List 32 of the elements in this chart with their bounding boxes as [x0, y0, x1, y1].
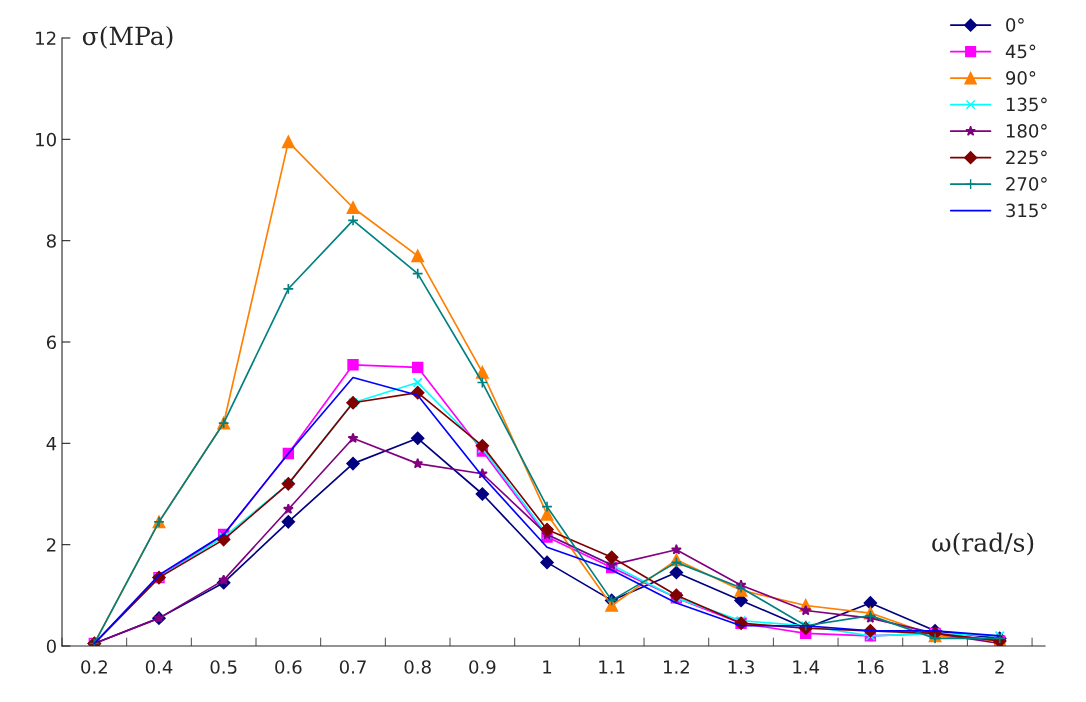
y-axis-title: σ(MPa)	[82, 25, 173, 49]
legend-label: 270°	[1006, 177, 1047, 191]
y-tick-label: 4	[46, 437, 57, 451]
y-tick-label: 6	[46, 335, 56, 350]
x-tick-label: 0.9	[469, 660, 496, 674]
x-tick-label: 0.7	[339, 660, 366, 674]
x-tick-label: 0.2	[81, 660, 107, 674]
x-tick-label: 1.3	[728, 660, 754, 674]
legend-label: 180°	[1006, 124, 1047, 138]
legend-label: 0°	[1006, 18, 1024, 32]
x-tick-label: 2	[995, 660, 1004, 674]
y-tick-label: 2	[46, 538, 56, 552]
y-tick-label: 0	[46, 639, 56, 654]
x-axis-title: ω(rad/s)	[932, 532, 1034, 556]
x-tick-label: 0.8	[404, 660, 431, 674]
legend-label: 45°	[1005, 44, 1036, 59]
legend-label: 315°	[1006, 203, 1047, 218]
x-tick-label: 0.5	[210, 660, 237, 674]
legend-label: 135°	[1006, 97, 1047, 112]
y-tick-label: 8	[46, 234, 56, 248]
y-tick-label: 10	[36, 132, 56, 147]
x-tick-label: 1.2	[664, 660, 689, 674]
legend-label: 225°	[1006, 150, 1047, 165]
x-tick-label: 1.4	[793, 660, 820, 674]
x-tick-label: 1.6	[858, 660, 884, 674]
x-tick-label: 1.1	[599, 660, 625, 674]
legend-label: 90°	[1006, 71, 1036, 85]
x-tick-label: 0.4	[145, 660, 173, 674]
x-tick-label: 1	[543, 660, 552, 674]
y-tick-label: 12	[36, 31, 56, 45]
x-tick-label: 0.6	[275, 660, 302, 674]
x-tick-label: 1.8	[922, 660, 949, 674]
